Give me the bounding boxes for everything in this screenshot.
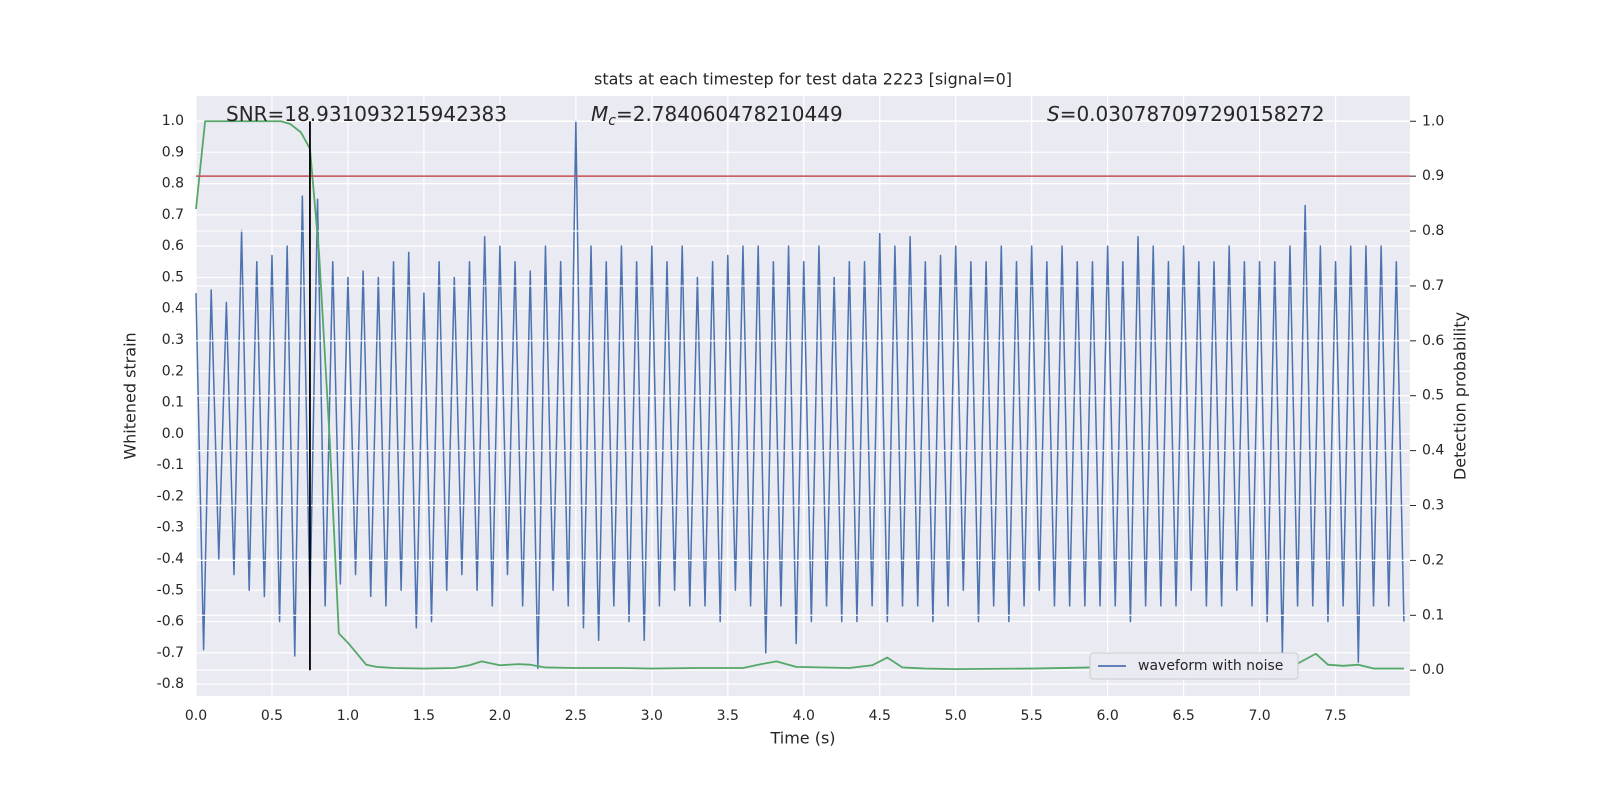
x-tick-label: 1.5: [413, 708, 435, 724]
x-tick-label: 5.5: [1021, 708, 1043, 724]
y2-tick-label: 0.5: [1422, 388, 1444, 404]
y2-tick-label: 1.0: [1422, 113, 1444, 129]
y-tick-label: 0.4: [162, 301, 184, 317]
annotation: SNR=18.931093215942383: [226, 102, 507, 126]
y-tick-label: 0.1: [162, 395, 184, 411]
y-tick-label: 0.5: [162, 269, 184, 285]
x-tick-label: 6.0: [1097, 708, 1119, 724]
y2-tick-label: 0.4: [1422, 443, 1444, 459]
legend-label: waveform with noise: [1138, 658, 1283, 674]
y-tick-label: 0.7: [162, 207, 184, 223]
annotation: S=0.030787097290158272: [1047, 102, 1325, 126]
x-tick-label: 1.0: [337, 708, 359, 724]
y-tick-label: -0.6: [157, 614, 184, 630]
y-tick-label: -0.7: [157, 645, 184, 661]
x-tick-label: 3.5: [717, 708, 739, 724]
y-tick-label: 0.0: [162, 426, 184, 442]
x-tick-label: 2.0: [489, 708, 511, 724]
x-axis-label: Time (s): [769, 729, 835, 748]
annotation-text: =2.784060478210449: [616, 102, 843, 126]
y2-tick-label: 0.3: [1422, 498, 1444, 514]
annotation-symbol: M: [591, 102, 608, 126]
x-tick-label: 6.5: [1172, 708, 1194, 724]
annotation: Mc=2.784060478210449: [591, 102, 843, 130]
y2-tick-label: 0.8: [1422, 223, 1444, 239]
y-tick-label: -0.1: [157, 457, 184, 473]
x-tick-label: 4.0: [793, 708, 815, 724]
legend-box: [1089, 652, 1299, 680]
y2-tick-label: 0.1: [1422, 607, 1444, 623]
annotation-text: =0.030787097290158272: [1060, 102, 1325, 126]
x-tick-label: 0.5: [261, 708, 283, 724]
x-tick-label: 2.5: [565, 708, 587, 724]
y2-tick-label: 0.7: [1422, 278, 1444, 294]
y2-axis-label: Detection probability: [1451, 312, 1470, 480]
x-tick-label: 3.0: [641, 708, 663, 724]
annotation-text: SNR=18.931093215942383: [226, 102, 507, 126]
y-tick-label: 0.9: [162, 144, 184, 160]
x-tick-label: 7.5: [1324, 708, 1346, 724]
y-tick-label: -0.3: [157, 520, 184, 536]
chart-title: stats at each timestep for test data 222…: [594, 70, 1012, 89]
y-tick-label: 0.8: [162, 176, 184, 192]
y-axis-label: Whitened strain: [121, 332, 140, 459]
x-tick-label: 4.5: [869, 708, 891, 724]
annotation-subscript: c: [608, 113, 616, 129]
y-tick-label: 0.2: [162, 363, 184, 379]
y-tick-label: -0.5: [157, 582, 184, 598]
y2-tick-label: 0.6: [1422, 333, 1444, 349]
y-tick-label: 0.6: [162, 238, 184, 254]
y-tick-label: -0.2: [157, 488, 184, 504]
data-line: [195, 120, 1405, 670]
y-tick-label: -0.4: [157, 551, 184, 567]
y-tick-label: 0.3: [162, 332, 184, 348]
y2-tick-label: 0.9: [1422, 168, 1444, 184]
x-tick-label: 0.0: [185, 708, 207, 724]
y2-tick-label: 0.0: [1422, 662, 1444, 678]
annotation-symbol: S: [1047, 102, 1060, 126]
x-tick-label: 5.0: [945, 708, 967, 724]
y-tick-label: -0.8: [157, 676, 184, 692]
x-tick-label: 7.0: [1248, 708, 1270, 724]
y-tick-label: 1.0: [162, 113, 184, 129]
y2-tick-label: 0.2: [1422, 552, 1444, 568]
